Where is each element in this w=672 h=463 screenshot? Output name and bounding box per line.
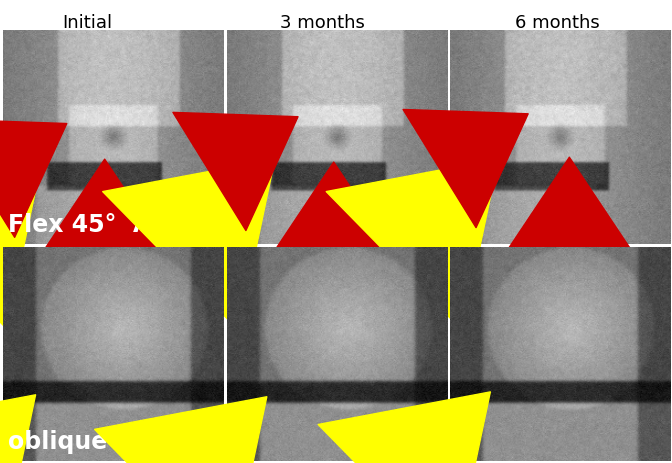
Text: Initial: Initial bbox=[62, 14, 112, 32]
Text: oblique: oblique bbox=[8, 430, 107, 454]
Text: Flex 45°  AP: Flex 45° AP bbox=[8, 213, 169, 237]
Text: 6 months: 6 months bbox=[515, 14, 600, 32]
Text: 3 months: 3 months bbox=[280, 14, 365, 32]
